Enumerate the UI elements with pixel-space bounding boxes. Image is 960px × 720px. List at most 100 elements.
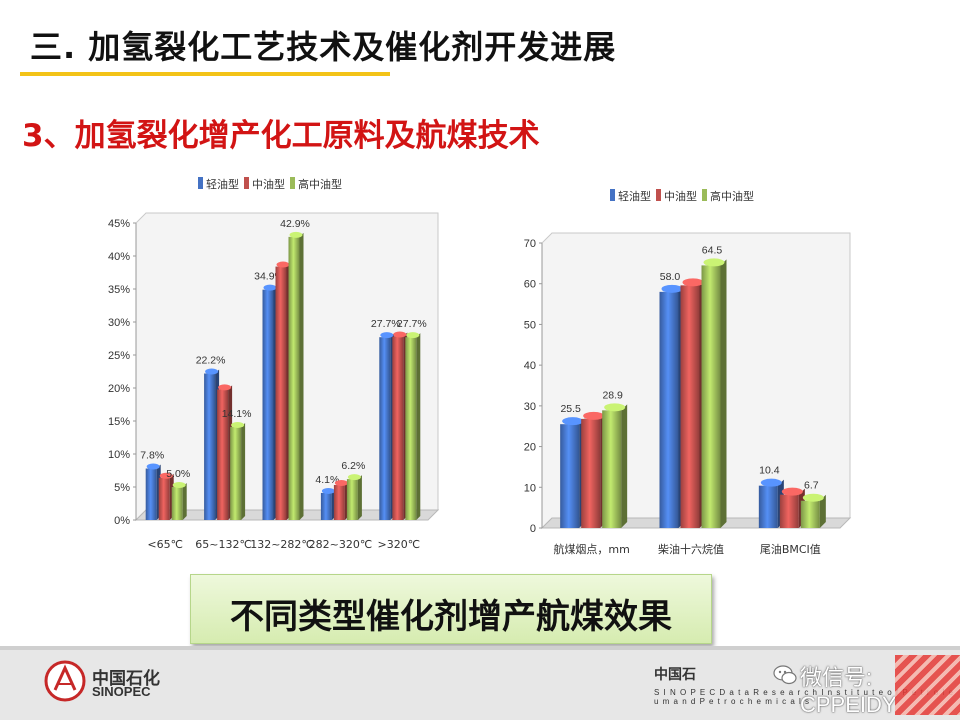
bar [346,474,362,520]
bar-front [171,487,183,520]
slide-title: 三. 加氢裂化工艺技术及催化剂开发进展 [30,28,617,66]
data-label: 10.4 [759,465,780,477]
bar-front [333,485,345,520]
y-tick-label: 5% [114,482,130,494]
bar-side [621,404,628,528]
y-tick-label: 40% [108,251,130,263]
bar-top [159,472,173,479]
data-label: 42.9% [280,218,310,230]
sinopec-logo [44,660,86,702]
y-tick-label: 10% [108,449,130,461]
bar-front [230,426,242,520]
bar-side [416,333,421,520]
footer-stripe [0,646,960,650]
bar-top [334,480,348,487]
bar-front [405,337,417,520]
legend-label: 高中油型 [298,177,342,191]
bar-front [560,424,580,528]
bar-front [262,289,274,520]
y-tick-label: 15% [108,416,130,428]
data-label: 27.7% [371,318,401,330]
y-tick-label: 40 [524,360,536,372]
bar-front [275,266,287,520]
bar-top [393,331,407,338]
bar-top [802,493,824,502]
bar [405,332,421,520]
bar [230,421,246,520]
corner-decoration [895,655,960,715]
bar-side [299,232,304,521]
x-tick-label: 282~320℃ [309,538,373,551]
y-tick-label: 30% [108,317,130,329]
title-underline [20,72,390,76]
bar-front [800,500,820,528]
legend-swatch [656,189,661,201]
product-property-chart: 0 10 20 30 40 50 60 70 轻油型 中油型 高中油型 25.5 28.9 航煤烟点，mm… [524,189,852,556]
bar [379,332,395,520]
bar [217,384,233,520]
legend-swatch [610,189,615,201]
distillation-yield-chart: 0% 5% 10% 15% 20% 25% 30% 35% 40% 45% 轻油型 中油型 高中油型 7.… [108,177,440,551]
y-tick-label: 10 [524,482,536,494]
bar [204,368,220,520]
x-tick-label: 柴油十六烷值 [658,542,724,556]
bar [392,331,408,520]
bar-top [172,482,186,488]
y-tick-label: 20% [108,383,130,395]
data-label: 27.7% [397,318,427,330]
bar-front [288,236,300,521]
legend-label: 轻油型 [206,177,239,191]
data-label: 7.8% [140,450,164,462]
bar [262,284,278,520]
bar-top [661,284,683,293]
chart-caption: 不同类型催化剂增产航煤效果 [230,597,672,637]
bar-front [779,494,799,528]
wechat-icon [773,665,797,685]
org-name-en: SINOPEC [92,684,151,699]
x-tick-label: 航煤烟点，mm [553,542,629,556]
caption-box: 不同类型催化剂增产航煤效果 [190,574,712,644]
bar-top [604,403,626,412]
bar-top [347,474,361,481]
y-tick-label: 0 [530,523,536,535]
bar-top [289,231,303,238]
bar-top [760,478,782,487]
data-label: 64.5 [702,244,723,256]
x-tick-label: 132~282℃ [250,538,314,551]
bar-side [182,483,187,520]
data-label: 4.1% [315,474,339,486]
data-label: 6.7 [804,480,819,492]
bar-front [659,291,679,528]
bar [145,463,161,520]
y-tick-label: 20 [524,442,536,454]
data-label: 6.2% [341,460,365,472]
bar-side [819,494,826,528]
bar-top [231,421,245,428]
bar-front [701,265,721,528]
bar-side [357,475,362,520]
bar [800,493,826,528]
watermark-text: 微信号: CPPEIDY [800,665,897,717]
bar-top [703,258,725,267]
bar-top [276,261,290,268]
y-tick-label: 60 [524,279,536,291]
slide-subtitle: 3、加氢裂化增产化工原料及航煤技术 [22,118,540,154]
x-tick-label: <65℃ [147,538,183,551]
bar-top [682,278,704,287]
bar-top [781,487,803,496]
bar-front [217,389,229,520]
bar-top [263,284,277,291]
x-tick-label: 65~132℃ [195,538,252,551]
y-tick-label: 25% [108,350,130,362]
y-tick-label: 70 [524,238,536,250]
bar-front [392,336,404,520]
bar [275,261,291,520]
bar-top [321,487,335,494]
bar-side [720,259,727,528]
bar-side [241,422,246,520]
institute-name-en: S I N O P E C D a t a R e s e a r c h I … [654,688,954,706]
bar-front [758,485,778,528]
bar-front [581,418,601,528]
legend-swatch [290,177,295,189]
legend-swatch [702,189,707,201]
